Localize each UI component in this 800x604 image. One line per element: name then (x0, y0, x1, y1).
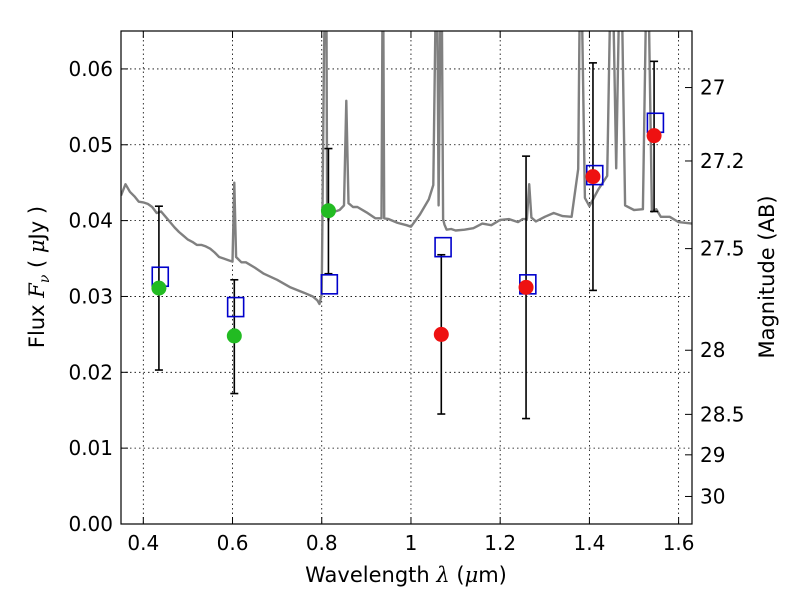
y-axis-label-F: F (25, 282, 49, 299)
y-tick-label: 0.02 (68, 360, 113, 384)
y2-tick-label: 29 (700, 443, 725, 467)
model-point (320, 274, 339, 295)
spectrum-line (121, 31, 692, 306)
y2-tick-label: 27 (700, 76, 725, 100)
x-tick-label: 0.4 (127, 531, 159, 555)
y-tick-label: 0.01 (68, 436, 113, 460)
x-axis-label-lambda: λ (435, 563, 449, 587)
model-point (434, 236, 452, 258)
observed-point-red (585, 169, 601, 185)
y-axis-label-mu: μ (25, 239, 49, 253)
spectrum-layer (121, 31, 692, 306)
observed-point-red (518, 279, 534, 295)
x-tick-label: 1.6 (663, 531, 695, 555)
x-axis-label-paren: ( (450, 563, 465, 587)
x-tick-label: 1.4 (573, 531, 605, 555)
y-axis-label: Flux Fν ( μJy ) (25, 206, 53, 348)
y-axis-label-nu: ν (37, 274, 53, 283)
y2-tick-label: 30 (700, 484, 725, 508)
y-tick-label: 0.06 (68, 57, 113, 81)
y2-tick-label: 28.5 (700, 402, 745, 426)
y-tick-label: 0.04 (68, 209, 113, 233)
y-axis-label-mid: ( (25, 253, 49, 275)
y2-tick-label: 28 (700, 338, 725, 362)
y-tick-label: 0.03 (68, 284, 113, 308)
plot-background (121, 31, 692, 524)
x-axis-label: Wavelength λ (μm) (305, 563, 507, 587)
observed-point-red (433, 326, 449, 342)
y2-tick-label: 27.2 (700, 149, 745, 173)
y-axis-label-suffix: Jy ) (25, 206, 49, 242)
grid (121, 31, 692, 524)
plot-frame (120, 30, 693, 525)
y2-axis-label: Magnitude (AB) (755, 195, 779, 358)
x-tick-label: 0.6 (217, 531, 249, 555)
x-tick-label: 1.2 (484, 531, 516, 555)
x-tick-label: 1 (405, 531, 418, 555)
marker-layer (151, 112, 665, 344)
y-tick-label: 0.00 (68, 512, 113, 536)
observed-point-green (151, 280, 167, 296)
model-point (226, 296, 245, 318)
observed-point-green (226, 328, 242, 344)
y2-tick-label: 27.5 (700, 237, 745, 261)
observed-point-red (646, 128, 662, 144)
x-axis-label-prefix: Wavelength (305, 563, 436, 587)
x-tick-label: 0.8 (306, 531, 338, 555)
x-axis-label-suffix: m) (478, 563, 507, 587)
y-axis-label-prefix: Flux (25, 298, 49, 348)
y-tick-label: 0.05 (68, 133, 113, 157)
ticks: 0.4 0.6 0.8 1 1.2 1.4 1.6 0.00 0.01 0.02 0.03 0.04 0… (68, 31, 745, 555)
observed-point-green (320, 203, 336, 219)
x-axis-label-mu: μ (465, 563, 479, 587)
